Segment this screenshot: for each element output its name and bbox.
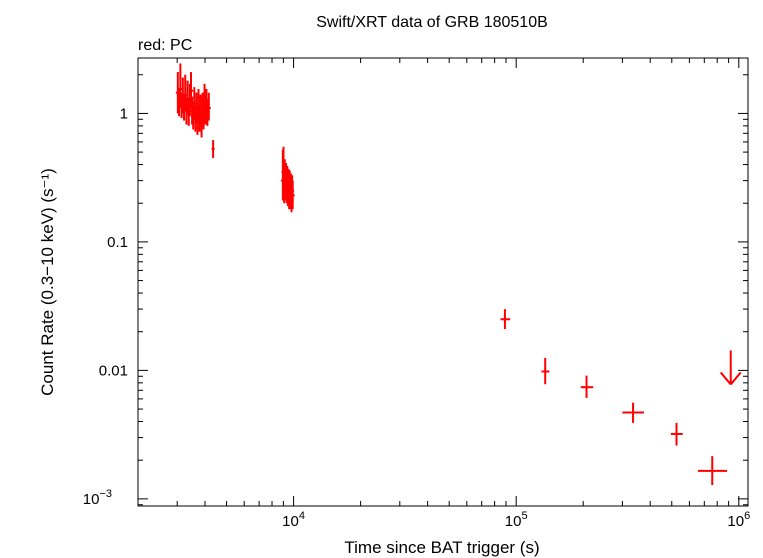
- x-tick-base: 10: [282, 513, 299, 530]
- legend-label: red: PC: [138, 37, 192, 54]
- data-point: [178, 63, 183, 109]
- x-tick-exponent: 6: [744, 510, 750, 522]
- x-tick-base: 10: [727, 513, 744, 530]
- data-point: [290, 180, 295, 210]
- data-point: [500, 309, 511, 329]
- x-axis-ticks: [137, 58, 740, 506]
- data-point: [541, 357, 550, 385]
- y-axis-ticks: [138, 74, 748, 506]
- y-tick-base: 1: [120, 105, 128, 122]
- upper-limit-head: [719, 371, 732, 386]
- chart-title: Swift/XRT data of GRB 180510B: [316, 14, 548, 31]
- upper-limit-arrow: [719, 350, 742, 386]
- data-point: [697, 456, 727, 486]
- data-point: [622, 402, 644, 423]
- data-point: [183, 74, 188, 111]
- y-axis-tick-labels: 1 0.1 0.01 10−3: [83, 105, 128, 507]
- y-tick-base: 10: [83, 491, 100, 508]
- y-axis-label: Count Rate (0.3−10 keV) (s⁻¹): [38, 168, 57, 396]
- y-tick-label: 0.01: [99, 362, 128, 379]
- data-point: [670, 422, 683, 446]
- y-tick-base: 0.01: [99, 362, 128, 379]
- y-tick-label: 10−3: [83, 488, 112, 508]
- x-axis-tick-labels: 104 105 106: [282, 510, 750, 530]
- x-tick-label: 105: [505, 510, 528, 530]
- data-point: [206, 92, 211, 121]
- plot-frame: [137, 57, 749, 507]
- x-tick-base: 10: [505, 513, 522, 530]
- x-tick-label: 106: [727, 510, 750, 530]
- y-tick-exponent: −3: [99, 488, 112, 500]
- x-tick-exponent: 4: [299, 510, 305, 522]
- x-tick-exponent: 5: [521, 510, 527, 522]
- x-tick-label: 104: [282, 510, 305, 530]
- data-series-pc: [175, 63, 742, 486]
- y-tick-base: 0.1: [107, 234, 128, 251]
- data-point: [188, 72, 193, 109]
- upper-limit-head: [729, 371, 742, 386]
- x-axis-label: Time since BAT trigger (s): [344, 538, 539, 557]
- data-point: [580, 375, 594, 398]
- y-tick-label: 1: [120, 105, 128, 122]
- y-tick-label: 0.1: [107, 234, 128, 251]
- data-point: [211, 140, 215, 158]
